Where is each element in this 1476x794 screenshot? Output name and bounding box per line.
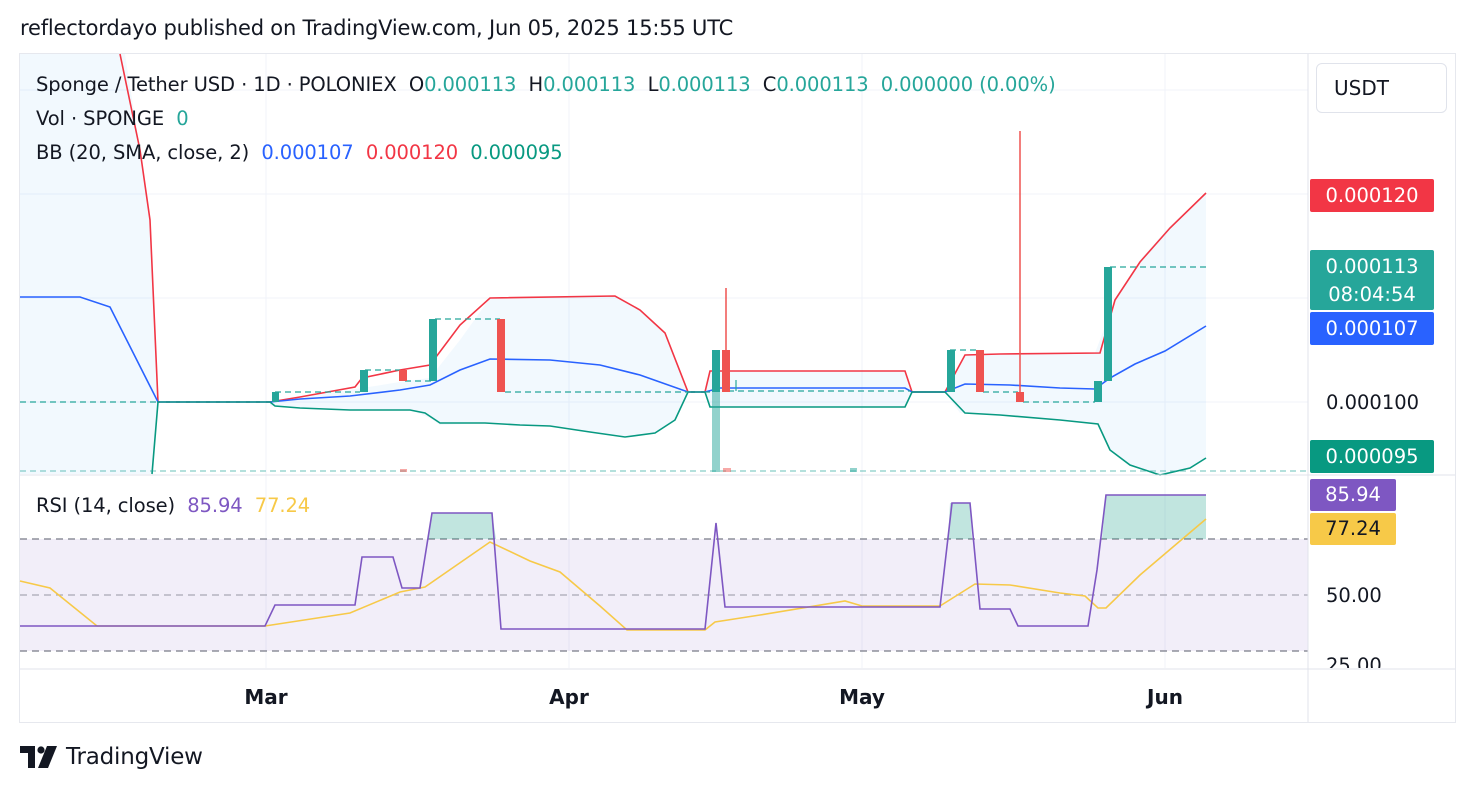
volume-bar <box>723 468 731 472</box>
bb-basis-value: 0.000107 <box>261 141 354 164</box>
rsi-legend[interactable]: RSI (14, close) 85.94 77.24 <box>36 494 310 517</box>
candle <box>976 350 984 392</box>
volume-bar <box>712 392 720 472</box>
rsi-ma-tag: 77.24 <box>1310 513 1396 545</box>
candle <box>947 350 955 392</box>
volume-bars <box>400 392 857 472</box>
candle <box>1094 381 1102 402</box>
grid <box>20 54 1308 668</box>
low-label: L <box>647 73 659 96</box>
candle <box>399 370 407 381</box>
candle <box>272 392 279 402</box>
candles <box>272 131 1112 402</box>
rsi-tag: 85.94 <box>1310 479 1396 511</box>
tradingview-logo-icon <box>20 746 57 768</box>
bb-lower-value: 0.000095 <box>470 141 563 164</box>
countdown-timer: 08:04:54 <box>1328 283 1416 306</box>
rsi-overbought-fill <box>428 513 496 539</box>
symbol-name: Sponge / Tether USD · 1D · POLONIEX <box>36 73 397 96</box>
bb-lower-tag: 0.000095 <box>1310 440 1434 473</box>
bb-band-fill <box>20 54 1206 475</box>
bb-upper-value: 0.000120 <box>365 141 459 164</box>
candle <box>1104 267 1112 381</box>
close-label: C <box>762 73 777 96</box>
open-value: 0.000113 <box>424 73 517 96</box>
change-value: 0.000000 (0.00%) <box>880 73 1056 96</box>
open-label: O <box>408 73 425 96</box>
candle <box>712 350 720 392</box>
high-label: H <box>528 73 544 96</box>
rsi-value: 85.94 <box>187 494 243 517</box>
rsi-overbought-fill <box>1102 495 1206 539</box>
low-value: 0.000113 <box>658 73 751 96</box>
symbol-legend[interactable]: Sponge / Tether USD · 1D · POLONIEX O0.0… <box>36 73 1056 96</box>
candle <box>1016 392 1024 402</box>
bb-upper-tag: 0.000120 <box>1310 179 1434 212</box>
published-line: reflectordayo published on TradingView.c… <box>20 16 734 40</box>
time-label-apr: Apr <box>549 685 589 709</box>
volume-label: Vol · SPONGE <box>36 107 165 130</box>
rsi-line <box>20 494 1206 630</box>
close-value: 0.000113 <box>776 73 869 96</box>
bb-basis-line <box>20 296 1207 403</box>
time-label-mar: Mar <box>244 685 288 709</box>
rsi-overbought-fill <box>948 503 972 539</box>
bb-legend[interactable]: BB (20, SMA, close, 2) 0.000107 0.000120… <box>36 141 563 164</box>
rsi-label: RSI (14, close) <box>36 494 176 517</box>
rsi-ma-value: 77.24 <box>254 494 311 517</box>
chart-frame <box>19 53 1456 723</box>
time-label-jun: Jun <box>1147 685 1183 709</box>
time-label-may: May <box>839 685 885 709</box>
last-price-value: 0.000113 <box>1325 255 1419 278</box>
bb-label: BB (20, SMA, close, 2) <box>36 141 250 164</box>
rsi-tick-25: 25.00 <box>1326 654 1382 668</box>
volume-bar <box>850 468 857 472</box>
volume-bar <box>400 469 407 472</box>
last-price-tag: 0.000113 08:04:54 <box>1310 250 1434 310</box>
tradingview-logo[interactable]: TradingView <box>20 744 203 770</box>
rsi-ma-line <box>19 518 1207 631</box>
currency-button[interactable]: USDT <box>1316 63 1447 113</box>
candle <box>429 319 437 381</box>
price-tick: 0.000100 <box>1326 391 1420 414</box>
candle <box>722 350 730 392</box>
rsi-tick-25-clip: 25.00 <box>1326 654 1446 668</box>
rsi-tick-50: 50.00 <box>1326 584 1382 607</box>
price-dash-lines <box>20 266 1308 472</box>
volume-legend[interactable]: Vol · SPONGE 0 <box>36 107 189 130</box>
brand-name: TradingView <box>66 744 203 770</box>
high-value: 0.000113 <box>543 73 636 96</box>
bb-upper-line <box>119 53 1207 403</box>
bb-basis-tag: 0.000107 <box>1310 312 1434 345</box>
volume-value: 0 <box>176 107 189 130</box>
candle <box>497 319 505 392</box>
candle <box>360 370 368 392</box>
bb-lower-line <box>151 391 1207 476</box>
